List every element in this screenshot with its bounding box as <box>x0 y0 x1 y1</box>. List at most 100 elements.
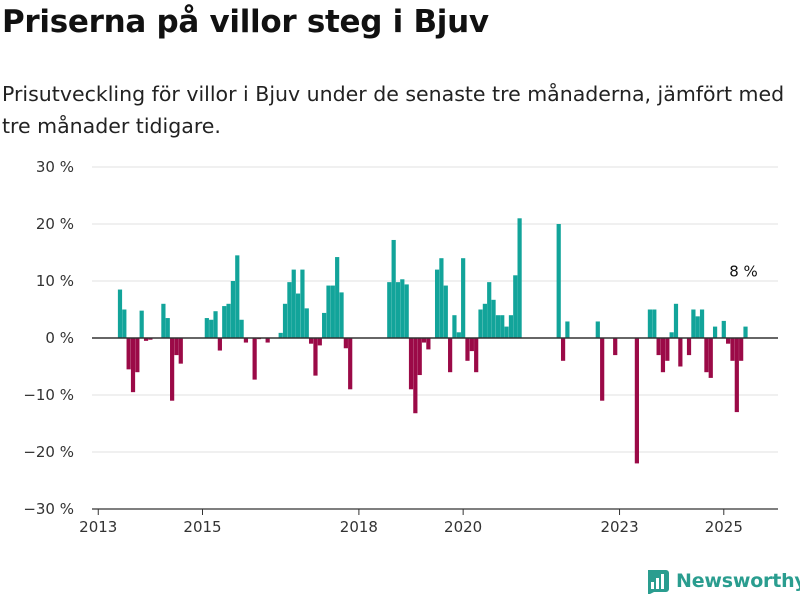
bar <box>652 309 657 338</box>
bar <box>143 338 149 341</box>
bar <box>335 257 340 338</box>
bar <box>404 284 409 338</box>
bar <box>508 315 514 338</box>
bar <box>139 310 144 338</box>
bar <box>613 338 618 356</box>
bar <box>278 332 283 338</box>
bar <box>213 311 218 338</box>
bar <box>217 338 222 351</box>
bar <box>730 338 735 361</box>
bar <box>300 269 305 338</box>
bar <box>556 224 561 338</box>
bar <box>691 309 696 338</box>
bar <box>712 326 718 338</box>
bar <box>600 338 605 401</box>
bar <box>148 338 153 340</box>
bar <box>235 255 240 338</box>
y-axis-ticks: 30 % 20 % 10 % 0 % −10 % −20 % −30 % <box>23 158 74 518</box>
last-value-annotation: 8 % <box>729 262 758 280</box>
brand-name: Newsworthy <box>676 570 800 592</box>
bar <box>565 321 570 338</box>
bar <box>308 338 314 344</box>
bar <box>726 338 731 344</box>
bar <box>391 239 396 338</box>
bar <box>165 318 170 338</box>
bar <box>178 338 183 364</box>
bar <box>239 319 244 338</box>
bar <box>708 338 713 378</box>
bar <box>126 338 131 370</box>
bar <box>408 338 414 390</box>
bar <box>448 338 453 373</box>
bar <box>513 275 518 338</box>
x-axis: 2013 2015 2018 2020 2023 2025 <box>79 508 778 536</box>
bar <box>695 316 700 338</box>
bar <box>443 285 448 338</box>
bar <box>647 309 653 338</box>
bar <box>478 309 483 338</box>
bar <box>170 338 175 401</box>
bar <box>669 332 674 338</box>
bar <box>343 338 348 349</box>
bar <box>426 338 431 350</box>
bar <box>452 315 457 338</box>
bar <box>660 338 666 373</box>
bar-chart: 30 %20 %10 %0 %−10 %−20 %−30 % 2013 2015 2… <box>23 158 778 536</box>
bar <box>434 269 440 338</box>
page-subtitle: Prisutveckling för villor i Bjuv under d… <box>2 82 785 138</box>
bar <box>265 338 270 343</box>
bar <box>504 326 509 338</box>
x-tick-label: 2025 <box>705 518 743 536</box>
bar <box>417 338 422 376</box>
bar <box>487 282 492 338</box>
bar <box>439 258 444 338</box>
bar <box>704 338 709 373</box>
bar <box>721 320 726 338</box>
bar <box>330 285 335 338</box>
bar <box>387 282 392 338</box>
bar <box>304 308 309 338</box>
bar <box>348 338 353 390</box>
bar <box>400 279 405 338</box>
bar <box>474 338 479 373</box>
x-tick-label: 2023 <box>600 518 638 536</box>
y-tick-label: −20 % <box>23 443 74 461</box>
bar <box>317 338 322 346</box>
bar <box>339 292 344 338</box>
bar <box>739 338 744 361</box>
bar <box>665 338 670 361</box>
bar <box>634 338 639 464</box>
x-tick-label: 2018 <box>340 518 378 536</box>
bar <box>117 289 123 338</box>
bar <box>699 309 705 338</box>
brand-logo: Newsworthy <box>644 568 800 594</box>
bar <box>222 306 227 338</box>
bar <box>686 338 692 356</box>
bar <box>421 338 427 343</box>
y-tick-label: 20 % <box>36 215 74 233</box>
bar <box>656 338 661 356</box>
bar <box>465 338 470 361</box>
x-tick-label: 2013 <box>79 518 117 536</box>
bar <box>282 303 288 338</box>
bar <box>209 319 214 338</box>
bar <box>495 315 501 338</box>
bar <box>252 338 257 380</box>
bar <box>482 303 487 338</box>
bar <box>295 293 301 338</box>
bar <box>491 299 496 338</box>
bar <box>500 315 505 338</box>
newsworthy-logo-icon <box>648 570 669 594</box>
bar <box>743 326 748 338</box>
bar <box>595 321 600 338</box>
y-tick-label: 0 % <box>45 329 74 347</box>
y-tick-label: 10 % <box>36 272 74 290</box>
bar <box>456 332 461 338</box>
bar <box>174 338 179 356</box>
bar <box>226 303 231 338</box>
bar <box>678 338 683 367</box>
y-tick-label: 30 % <box>36 158 74 176</box>
y-tick-label: −30 % <box>23 500 74 518</box>
bar <box>135 338 140 373</box>
bar <box>204 318 209 338</box>
